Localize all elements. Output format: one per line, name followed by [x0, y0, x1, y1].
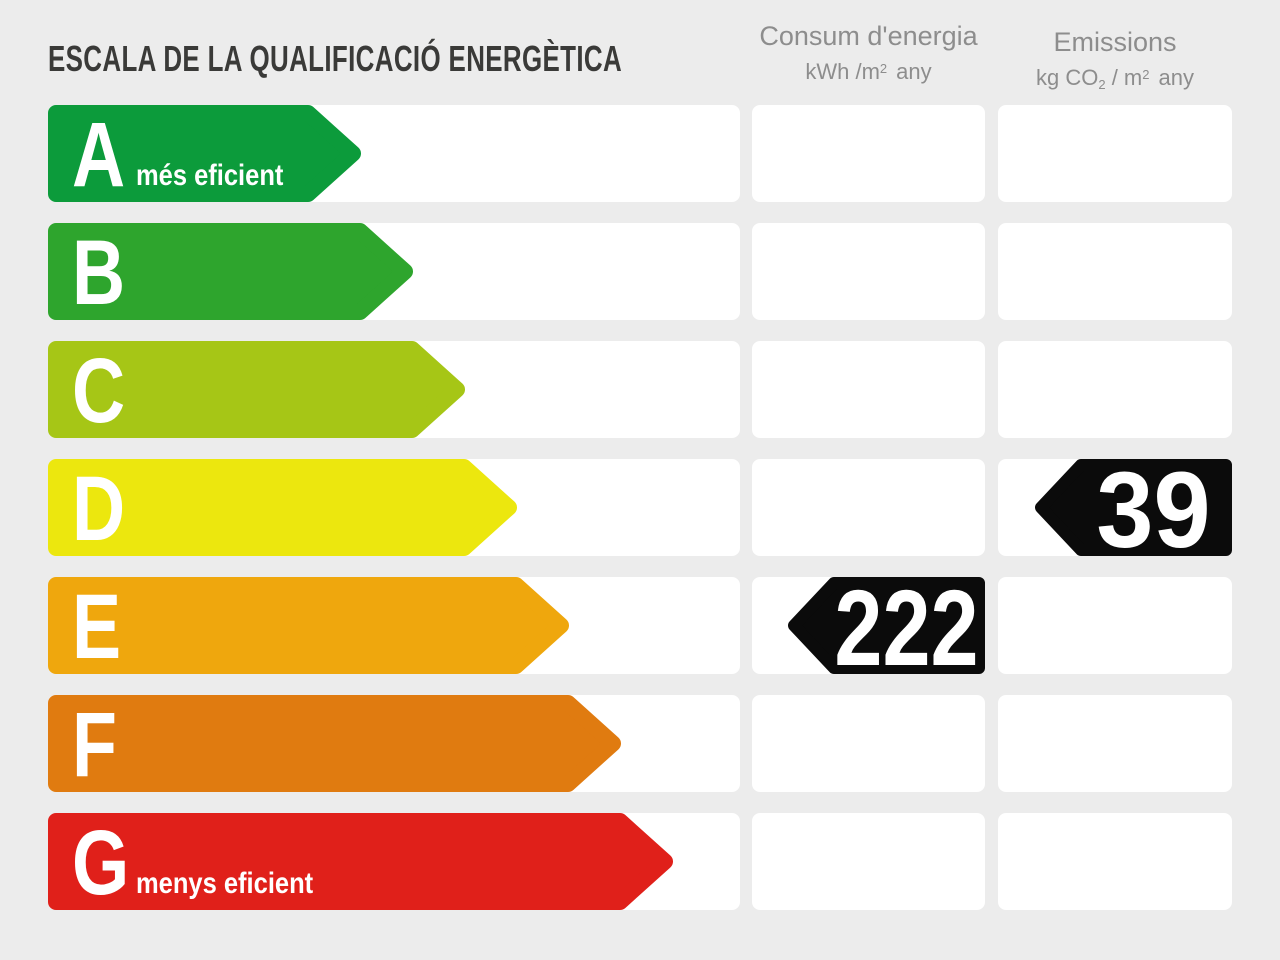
scale-arrow-d: D: [48, 458, 517, 560]
scale-letter-a: A: [72, 104, 126, 206]
scale-arrow-e: E: [48, 576, 569, 678]
consum-header-unit: kWh /m2 any: [805, 59, 932, 84]
scale-letter-f: F: [72, 694, 117, 796]
consum-cell: [752, 341, 985, 438]
consum-header-title: Consum d'energia: [759, 21, 978, 51]
emissions-cell: [998, 695, 1232, 792]
scale-label-g: menys eficient: [136, 867, 314, 900]
consum-value-arrow-value: 222: [834, 567, 979, 688]
emissions-cell: [998, 223, 1232, 320]
emissions-cell: [998, 813, 1232, 910]
consum-cell: [752, 105, 985, 202]
emissions-cell: [998, 577, 1232, 674]
page-title: ESCALA DE LA QUALIFICACIÓ ENERGÈTICA: [48, 38, 623, 79]
scale-arrow-b: B: [48, 222, 413, 324]
column-header-emissions: Emissions kg CO2 / m2 any: [998, 27, 1232, 92]
consum-value-arrow: 222: [788, 567, 985, 688]
scale-letter-g: G: [72, 812, 130, 914]
scale-letter-c: C: [72, 340, 126, 442]
scale-letter-e: E: [72, 576, 122, 678]
column-header-consum: Consum d'energia kWh /m2 any: [752, 21, 985, 85]
scale-label-a: més eficient: [136, 159, 284, 192]
consum-cell: [752, 223, 985, 320]
emissions-cell: [998, 341, 1232, 438]
scale-letter-d: D: [72, 458, 126, 560]
scale-arrow-c: C: [48, 340, 465, 442]
consum-cell: [752, 813, 985, 910]
consum-cell: [752, 459, 985, 556]
emissions-header-unit: kg CO2 / m2 any: [1036, 65, 1194, 92]
emissions-cell: [998, 105, 1232, 202]
consum-cell: [752, 695, 985, 792]
scale-letter-b: B: [72, 222, 126, 324]
emissions-header-title: Emissions: [1053, 27, 1177, 57]
scale-arrow-f: F: [48, 694, 621, 796]
emissions-value-arrow-value: 39: [1096, 449, 1211, 570]
emissions-value-arrow: 39: [1035, 449, 1232, 570]
